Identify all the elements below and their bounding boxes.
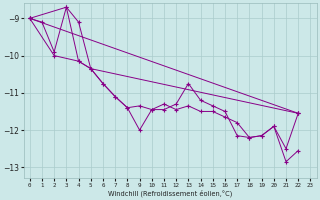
X-axis label: Windchill (Refroidissement éolien,°C): Windchill (Refroidissement éolien,°C) xyxy=(108,189,232,197)
